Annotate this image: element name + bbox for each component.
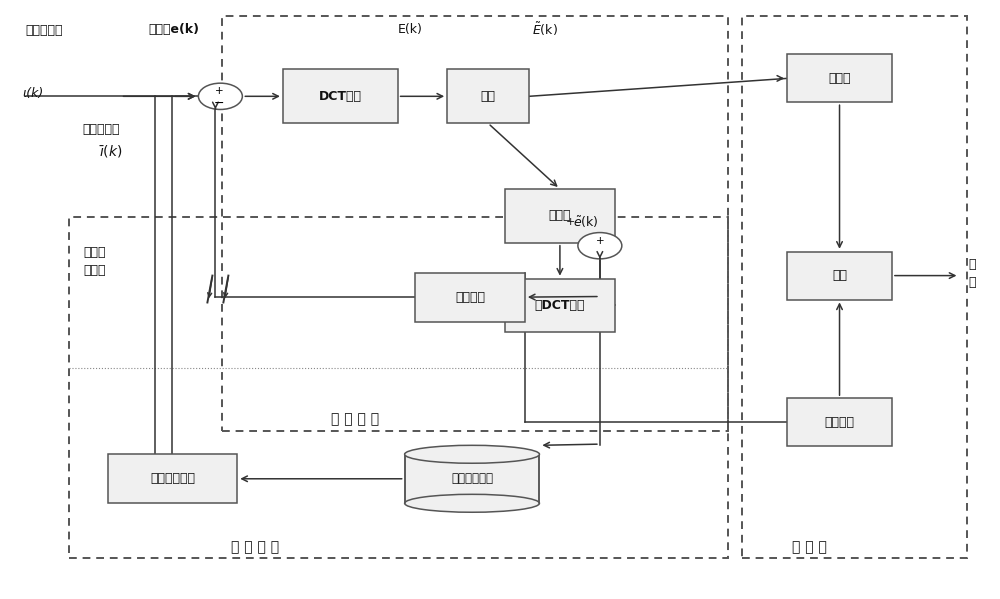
Text: ι(k): ι(k) <box>23 87 44 100</box>
FancyBboxPatch shape <box>787 398 892 446</box>
Text: DCT变换: DCT变换 <box>319 90 362 103</box>
FancyBboxPatch shape <box>447 69 529 123</box>
Text: 式选择: 式选择 <box>84 264 106 277</box>
Text: 图像帧缓存器: 图像帧缓存器 <box>451 472 493 485</box>
Text: +: + <box>215 86 224 96</box>
Text: 残差块e(k): 残差块e(k) <box>148 23 199 36</box>
FancyBboxPatch shape <box>787 252 892 300</box>
Text: $\tilde{E}$(k): $\tilde{E}$(k) <box>532 21 558 38</box>
Text: 焘 编 码: 焘 编 码 <box>792 540 827 555</box>
Text: 量化: 量化 <box>481 90 496 103</box>
Text: 预测信息: 预测信息 <box>825 416 855 428</box>
Text: 输: 输 <box>969 276 976 289</box>
Text: +: + <box>566 217 575 227</box>
Text: 预测图像块: 预测图像块 <box>83 123 120 136</box>
Text: $\tilde{e}$(k): $\tilde{e}$(k) <box>573 214 599 229</box>
FancyBboxPatch shape <box>505 279 615 332</box>
Circle shape <box>198 83 242 110</box>
Text: 帧内预测: 帧内预测 <box>455 291 485 304</box>
Text: 预 测 编 码: 预 测 编 码 <box>231 540 279 555</box>
Text: 反量化: 反量化 <box>549 209 571 222</box>
Text: 帧间运动预测: 帧间运动预测 <box>150 472 195 485</box>
FancyBboxPatch shape <box>787 55 892 102</box>
Text: 原始图像块: 原始图像块 <box>26 24 63 37</box>
Text: E(k): E(k) <box>398 23 423 36</box>
Text: 反DCT变换: 反DCT变换 <box>535 299 585 312</box>
FancyBboxPatch shape <box>108 454 237 503</box>
Ellipse shape <box>405 494 539 512</box>
Ellipse shape <box>405 445 539 463</box>
Text: −: − <box>214 97 225 110</box>
Text: +: + <box>596 236 604 246</box>
FancyBboxPatch shape <box>283 69 398 123</box>
Circle shape <box>578 232 622 259</box>
Text: 码流: 码流 <box>832 269 847 282</box>
Text: 变 据 编 码: 变 据 编 码 <box>331 412 379 426</box>
FancyBboxPatch shape <box>505 189 615 243</box>
FancyBboxPatch shape <box>405 454 539 503</box>
Text: 熏编码: 熏编码 <box>828 72 851 85</box>
FancyBboxPatch shape <box>415 273 525 322</box>
Text: 预测模: 预测模 <box>84 246 106 259</box>
Text: 传: 传 <box>969 258 976 271</box>
Text: $\bar{\imath}(k)$: $\bar{\imath}(k)$ <box>99 143 122 159</box>
